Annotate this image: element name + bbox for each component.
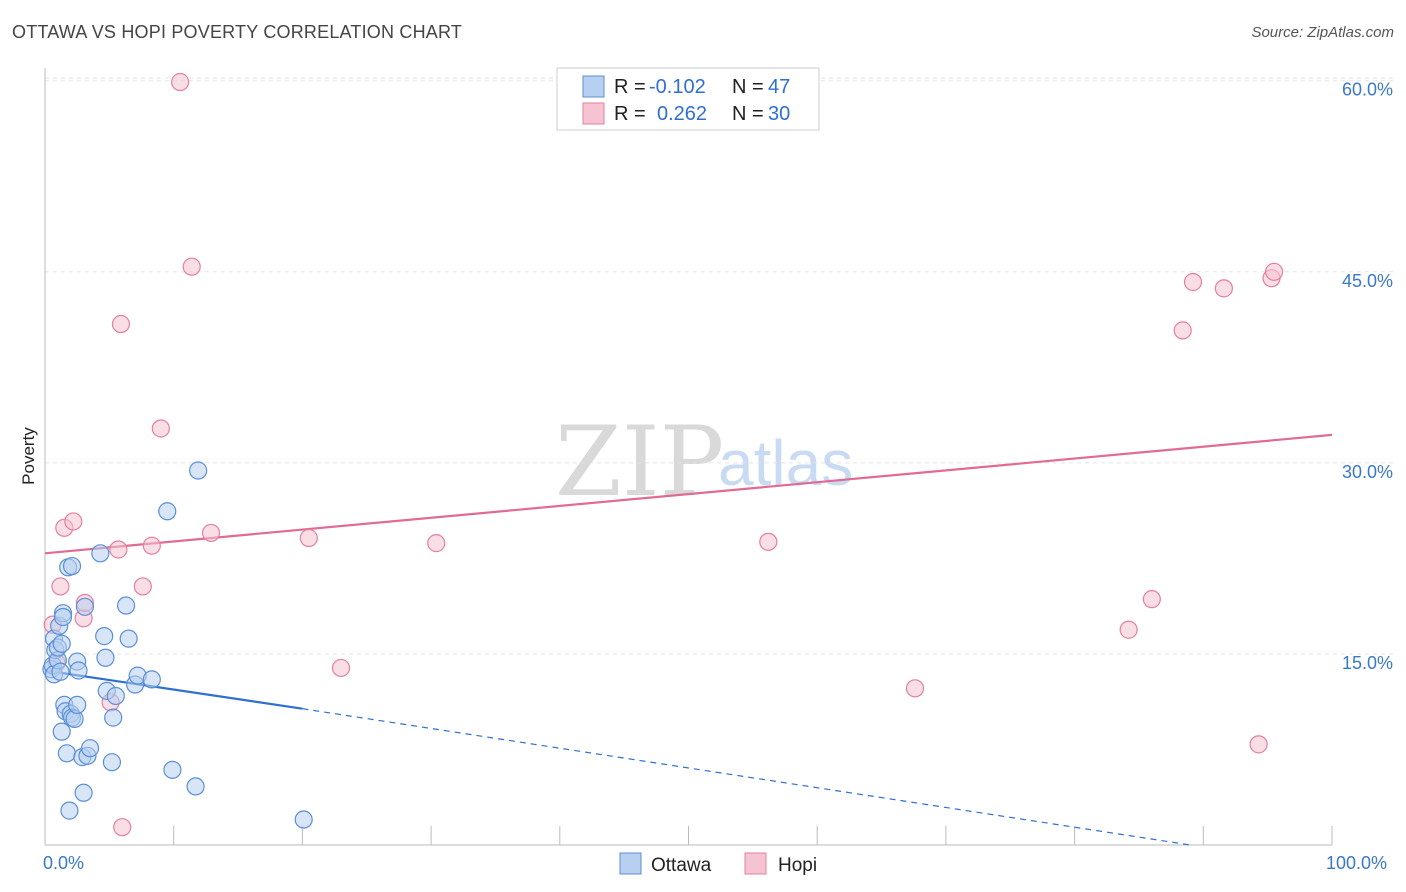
y-tick-label-30: 30.0% [1342, 462, 1393, 482]
legend-ottawa-r-label: R = [614, 76, 646, 98]
hopi-points [43, 72, 1284, 837]
ottawa-point [119, 629, 138, 648]
ottawa-point [189, 461, 208, 480]
legend-ottawa-r-value: -0.102 [649, 76, 706, 98]
hopi-point [64, 512, 83, 531]
ottawa-point [62, 556, 82, 576]
ottawa-point [51, 662, 70, 681]
hopi-point [182, 257, 201, 276]
ottawa-point [91, 544, 110, 563]
hopi-point [759, 532, 778, 551]
ottawa-point [68, 695, 87, 714]
x-tick-label-min: 0.0% [43, 853, 84, 873]
y-axis-tick-labels: 15.0% 30.0% 45.0% 60.0% [1342, 80, 1393, 673]
hopi-point [299, 528, 318, 548]
legend-hopi-n-label: N = [732, 103, 764, 125]
hopi-point [133, 577, 152, 596]
y-axis-label: Poverty [19, 427, 38, 485]
hopi-point [1214, 279, 1233, 298]
hopi-point [109, 540, 128, 559]
ottawa-point [80, 739, 100, 758]
hopi-point [1264, 262, 1284, 281]
ottawa-point [294, 810, 313, 829]
source-label: Source: ZipAtlas.com [1251, 24, 1394, 41]
ottawa-trendline [44, 669, 303, 710]
ottawa-point [102, 753, 122, 772]
ottawa-point [60, 801, 79, 820]
legend-hopi-n-value: 30 [768, 103, 790, 125]
legend-hopi-r-label: R = [614, 103, 646, 125]
hopi-point [1119, 620, 1138, 639]
x-axis-ticks [173, 826, 1333, 845]
hopi-point [1173, 321, 1192, 340]
hopi-point [171, 72, 190, 92]
bottom-legend-hopi: Hopi [778, 855, 817, 876]
legend: R = -0.102 N = 47 R = 0.262 N = 30 [556, 67, 820, 131]
y-tick-label-45: 45.0% [1342, 271, 1393, 291]
hopi-trendline [44, 433, 1333, 555]
ottawa-point [95, 627, 114, 646]
ottawa-point [158, 502, 177, 521]
bottom-legend-ottawa: Ottawa [651, 855, 712, 876]
legend-swatch-hopi [582, 102, 605, 125]
hopi-point [1183, 272, 1203, 292]
legend-ottawa-n-value: 47 [768, 76, 790, 98]
hopi-point [905, 679, 925, 698]
hopi-point [151, 419, 170, 438]
ottawa-point [163, 760, 182, 779]
trendlines [44, 433, 1333, 846]
y-tick-label-60: 60.0% [1342, 80, 1393, 100]
bottom-legend-swatch-ottawa [619, 852, 642, 875]
ottawa-point [69, 661, 88, 680]
hopi-point [201, 523, 221, 543]
chart-title: OTTAWA VS HOPI POVERTY CORRELATION CHART [12, 22, 463, 42]
y-tick-label-15: 15.0% [1342, 653, 1393, 673]
ottawa-point [96, 648, 115, 667]
hopi-point [1249, 735, 1268, 754]
legend-ottawa-n-label: N = [732, 76, 764, 98]
hopi-point [51, 577, 70, 596]
ottawa-point [116, 596, 136, 615]
ottawa-point [74, 783, 93, 802]
gridlines [45, 77, 1395, 655]
hopi-point [1142, 590, 1161, 609]
ottawa-point [104, 708, 123, 727]
ottawa-point [142, 670, 161, 689]
legend-hopi-r-value: 0.262 [657, 103, 707, 125]
ottawa-point [106, 686, 125, 706]
ottawa-point [52, 634, 71, 653]
ottawa-point [57, 744, 76, 763]
hopi-point [142, 536, 161, 555]
bottom-legend-swatch-hopi [744, 852, 767, 875]
ottawa-points [42, 461, 313, 829]
legend-swatch-ottawa [582, 75, 605, 98]
watermark-zip: ZIP [555, 406, 724, 518]
ottawa-point [53, 607, 73, 627]
ottawa-trendline-extension [302, 708, 1191, 846]
ottawa-point [186, 777, 205, 796]
hopi-point [427, 534, 446, 553]
x-tick-label-max: 100.0% [1326, 853, 1387, 873]
hopi-point [113, 818, 132, 837]
bottom-legend: Ottawa Hopi [619, 852, 817, 876]
ottawa-point [52, 722, 71, 741]
hopi-point [331, 658, 351, 678]
hopi-point [111, 314, 131, 334]
ottawa-point [75, 597, 94, 616]
